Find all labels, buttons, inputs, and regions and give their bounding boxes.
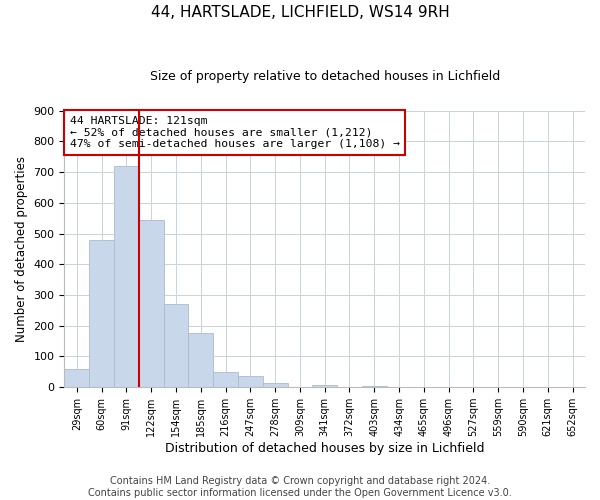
Bar [64, 369, 89, 387]
X-axis label: Distribution of detached houses by size in Lichfield: Distribution of detached houses by size … [165, 442, 484, 455]
Bar [188, 334, 213, 387]
Bar [313, 385, 337, 387]
Bar [89, 240, 114, 387]
Text: Contains HM Land Registry data © Crown copyright and database right 2024.
Contai: Contains HM Land Registry data © Crown c… [88, 476, 512, 498]
Title: Size of property relative to detached houses in Lichfield: Size of property relative to detached ho… [149, 70, 500, 83]
Y-axis label: Number of detached properties: Number of detached properties [15, 156, 28, 342]
Bar [362, 386, 386, 387]
Bar [238, 376, 263, 387]
Bar [164, 304, 188, 387]
Text: 44, HARTSLADE, LICHFIELD, WS14 9RH: 44, HARTSLADE, LICHFIELD, WS14 9RH [151, 5, 449, 20]
Bar [114, 166, 139, 387]
Bar [213, 372, 238, 387]
Bar [263, 382, 287, 387]
Bar [139, 220, 164, 387]
Text: 44 HARTSLADE: 121sqm
← 52% of detached houses are smaller (1,212)
47% of semi-de: 44 HARTSLADE: 121sqm ← 52% of detached h… [70, 116, 400, 150]
